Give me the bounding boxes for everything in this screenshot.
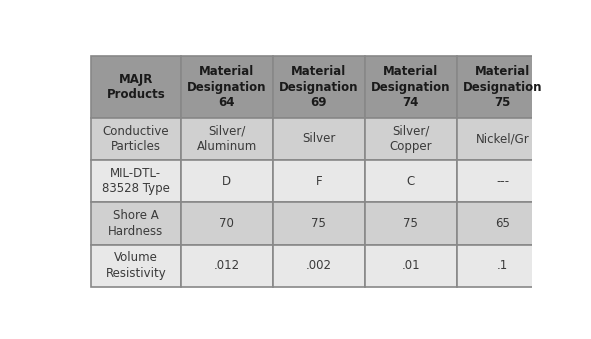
FancyBboxPatch shape xyxy=(181,244,272,287)
FancyBboxPatch shape xyxy=(91,160,181,202)
FancyBboxPatch shape xyxy=(457,244,549,287)
Text: Silver/
Aluminum: Silver/ Aluminum xyxy=(196,124,256,153)
Text: Material
Designation
64: Material Designation 64 xyxy=(187,65,267,109)
FancyBboxPatch shape xyxy=(457,56,549,118)
Text: 75: 75 xyxy=(311,217,326,230)
FancyBboxPatch shape xyxy=(457,160,549,202)
Text: Silver: Silver xyxy=(302,132,335,145)
FancyBboxPatch shape xyxy=(272,118,365,160)
FancyBboxPatch shape xyxy=(272,244,365,287)
FancyBboxPatch shape xyxy=(91,202,181,244)
Text: D: D xyxy=(222,175,231,187)
FancyBboxPatch shape xyxy=(272,202,365,244)
FancyBboxPatch shape xyxy=(91,244,181,287)
Text: F: F xyxy=(316,175,322,187)
FancyBboxPatch shape xyxy=(457,202,549,244)
Text: .1: .1 xyxy=(497,259,508,272)
Text: ---: --- xyxy=(496,175,509,187)
FancyBboxPatch shape xyxy=(91,118,181,160)
Text: MIL-DTL-
83528 Type: MIL-DTL- 83528 Type xyxy=(102,167,170,195)
FancyBboxPatch shape xyxy=(457,118,549,160)
Text: 65: 65 xyxy=(495,217,510,230)
FancyBboxPatch shape xyxy=(365,56,457,118)
Text: Conductive
Particles: Conductive Particles xyxy=(103,124,169,153)
Text: .01: .01 xyxy=(401,259,420,272)
FancyBboxPatch shape xyxy=(91,56,181,118)
Text: Volume
Resistivity: Volume Resistivity xyxy=(106,252,166,280)
FancyBboxPatch shape xyxy=(272,160,365,202)
Text: Material
Designation
74: Material Designation 74 xyxy=(371,65,450,109)
FancyBboxPatch shape xyxy=(181,118,272,160)
FancyBboxPatch shape xyxy=(365,118,457,160)
Text: Material
Designation
75: Material Designation 75 xyxy=(463,65,543,109)
FancyBboxPatch shape xyxy=(181,202,272,244)
Text: .002: .002 xyxy=(306,259,332,272)
FancyBboxPatch shape xyxy=(365,202,457,244)
Text: Silver/
Copper: Silver/ Copper xyxy=(389,124,432,153)
Text: Shore A
Hardness: Shore A Hardness xyxy=(108,209,164,238)
FancyBboxPatch shape xyxy=(365,244,457,287)
Text: Material
Designation
69: Material Designation 69 xyxy=(279,65,358,109)
FancyBboxPatch shape xyxy=(181,160,272,202)
FancyBboxPatch shape xyxy=(365,160,457,202)
Text: C: C xyxy=(407,175,415,187)
Text: 75: 75 xyxy=(403,217,418,230)
FancyBboxPatch shape xyxy=(181,56,272,118)
FancyBboxPatch shape xyxy=(272,56,365,118)
Text: 70: 70 xyxy=(219,217,234,230)
Text: .012: .012 xyxy=(213,259,240,272)
Text: MAJR
Products: MAJR Products xyxy=(106,73,165,101)
Text: Nickel/Gr: Nickel/Gr xyxy=(476,132,530,145)
